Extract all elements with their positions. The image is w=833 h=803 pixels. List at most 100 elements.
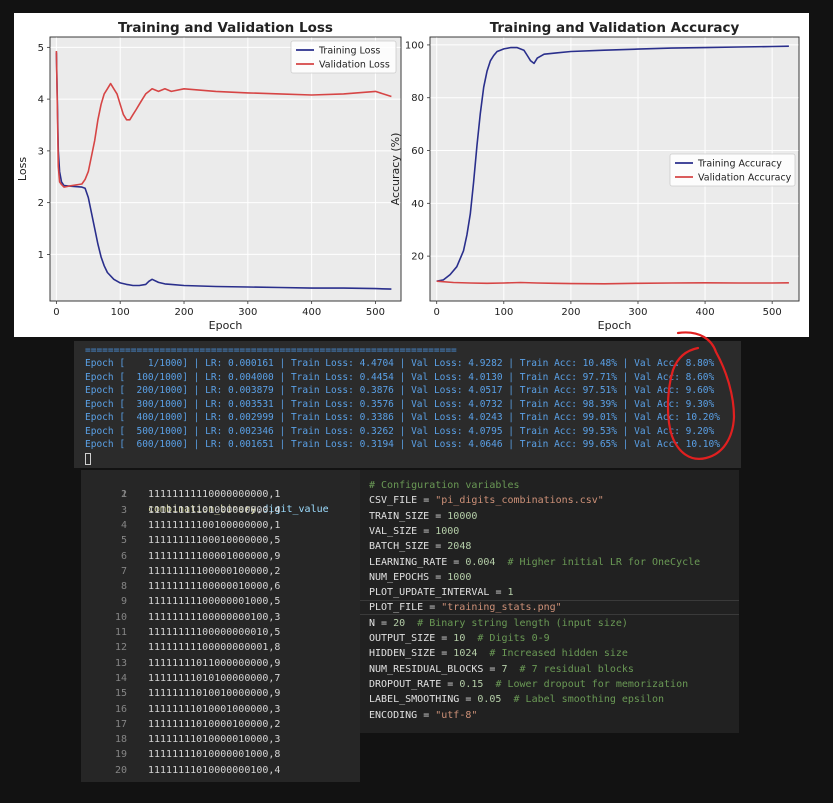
log-divider: | [502, 412, 520, 423]
code-token: 2048 [447, 541, 472, 553]
x-tick-label: 100 [111, 307, 130, 318]
log-divider: | [273, 358, 291, 369]
terminal-epoch-line: Epoch [ 300/1000] | LR: 0.003531 | Train… [85, 399, 714, 411]
config-line: OUTPUT_SIZE = 10 # Digits 0-9 [369, 631, 550, 646]
log-divider: | [187, 358, 206, 369]
training-plots-figure: 0 100 200 300 400 500 1 2 3 4 5 Training and Valida… [14, 13, 809, 337]
csv-cell: 11111111100000010000,6 [148, 581, 281, 593]
config-line: DROPOUT_RATE = 0.15 # Lower dropout for … [369, 677, 688, 692]
terminal-cursor[interactable] [85, 453, 91, 465]
legend-label: Validation Loss [319, 60, 390, 71]
config-line: LEARNING_RATE = 0.004 # Higher initial L… [369, 555, 700, 570]
csv-cell: 11111111010000010000,3 [148, 734, 281, 746]
code-token: HIDDEN_SIZE [369, 648, 436, 660]
log-divider: | [273, 398, 291, 410]
csv-row: 6 11111111100001000000,9 [81, 549, 360, 564]
y-tick-label: 1 [38, 250, 44, 261]
log-lr: LR: 0.002999 [205, 412, 274, 423]
plot-frame [429, 36, 800, 302]
code-token: = [447, 556, 466, 568]
code-token: # Binary string length (input size) [405, 617, 628, 629]
code-token: N [369, 617, 376, 629]
code-token: 0.15 [459, 678, 484, 690]
log-val-acc: Val Acc: 8.60% [634, 371, 715, 383]
log-val-loss: Val Loss: 4.0517 [411, 385, 503, 396]
csv-header-col1: combination_binary [148, 504, 257, 515]
config-line: PLOT_FILE = "training_stats.png" [369, 600, 562, 615]
series-line-train [55, 52, 392, 290]
plot-frame [49, 36, 402, 302]
code-token: OUTPUT_SIZE [369, 633, 436, 644]
code-token: LEARNING_RATE [369, 556, 448, 568]
csv-header-comma: , [256, 504, 263, 515]
x-axis-label: Epoch [209, 319, 243, 332]
csv-cell: 11111111011000000000,9 [148, 657, 281, 669]
csv-row: 20 11111111010000000100,4 [81, 763, 360, 778]
log-train-loss: Train Loss: 0.3262 [290, 425, 394, 437]
line-number: 3 [120, 504, 127, 516]
code-token: # Lower dropout for memorization [483, 678, 689, 690]
code-token: TRAIN_SIZE [369, 510, 430, 522]
log-val-acc: Val Acc: 10.20% [634, 412, 720, 423]
csv-cell: 11111111101000000000,4 [148, 504, 281, 516]
log-train-loss: Train Loss: 0.4454 [290, 371, 394, 383]
log-divider: | [187, 371, 206, 383]
line-number: 16 [114, 703, 127, 715]
csv-cell: 11111111110000000000,1 [148, 489, 281, 501]
log-val-acc: Val Acc: 10.10% [634, 439, 720, 450]
log-divider: | [273, 412, 291, 423]
code-token: = [441, 678, 460, 690]
log-divider: | [502, 385, 520, 396]
code-token: = [435, 633, 454, 644]
csv-header-col2: digit_value [262, 504, 329, 515]
code-token: # Label smoothing epsilon [501, 694, 665, 706]
log-divider: | [502, 398, 520, 410]
log-val-loss: Val Loss: 4.9282 [411, 358, 503, 369]
log-val-loss: Val Loss: 4.0243 [411, 412, 503, 423]
csv-cell: 11111111100001000000,9 [148, 550, 281, 562]
config-line: ENCODING = "utf-8" [369, 708, 477, 723]
plot-area [49, 36, 402, 302]
terminal-epoch-line: Epoch [ 200/1000] | LR: 0.003879 | Train… [85, 385, 714, 397]
line-number: 13 [114, 657, 127, 669]
line-number: 4 [120, 519, 127, 531]
x-tick-label: 0 [53, 307, 59, 318]
x-tick-label: 0 [434, 307, 440, 318]
log-val-loss: Val Loss: 4.0646 [411, 439, 503, 450]
config-line: LABEL_SMOOTHING = 0.05 # Label smoothing… [369, 692, 664, 707]
log-divider: | [616, 425, 635, 437]
log-lr: LR: 0.004000 [205, 371, 274, 383]
log-train-loss: Train Loss: 0.3876 [290, 385, 394, 396]
code-token: = [489, 587, 508, 599]
csv-cell: 11111111010000100000,2 [148, 718, 281, 730]
log-lr: LR: 0.002346 [205, 425, 274, 437]
code-token: "utf-8" [435, 709, 478, 721]
csv-editor[interactable]: 1 combination_binary,digit_value 2 111111… [81, 470, 360, 782]
log-divider: | [502, 425, 520, 437]
terminal-separator: ========================================… [85, 345, 457, 356]
config-line: TRAIN_SIZE = 10000 [369, 509, 477, 524]
line-number: 18 [114, 734, 127, 746]
csv-row: 4 11111111100100000000,1 [81, 518, 360, 533]
log-epoch: Epoch [ 100/1000] [85, 371, 188, 383]
csv-header: combination_binary,digit_value [148, 502, 329, 517]
log-val-acc: Val Acc: 9.30% [634, 398, 715, 410]
csv-row: 12 11111111100000000001,8 [81, 640, 360, 655]
code-token: NUM_RESIDUAL_BLOCKS [369, 663, 484, 675]
log-divider: | [393, 398, 412, 410]
code-token: = [429, 541, 448, 553]
csv-cell: 11111111010001000000,3 [148, 703, 281, 715]
x-tick-label: 400 [302, 307, 321, 318]
series-line-validation [55, 50, 392, 188]
log-val-loss: Val Loss: 4.0130 [411, 371, 503, 383]
code-token: # Increased hidden size [477, 648, 628, 660]
y-tick-label: 60 [411, 146, 424, 157]
config-code-editor[interactable]: # Configuration variables CSV_FILE = "pi_… [360, 470, 739, 733]
terminal-panel: ========================================… [74, 341, 741, 468]
series-line-validation [436, 280, 789, 285]
code-token: 7 [501, 663, 508, 675]
x-tick-label: 500 [763, 307, 782, 318]
log-lr: LR: 0.003531 [205, 398, 274, 410]
log-train-loss: Train Loss: 0.3194 [290, 439, 394, 450]
